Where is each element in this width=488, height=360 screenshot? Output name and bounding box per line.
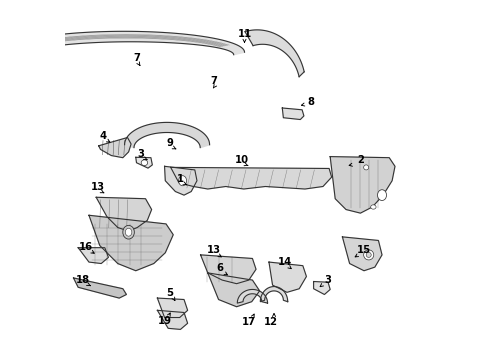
- Ellipse shape: [141, 160, 147, 166]
- Polygon shape: [157, 298, 187, 318]
- Text: 7: 7: [133, 53, 140, 63]
- Text: 16: 16: [79, 242, 93, 252]
- Text: 3: 3: [137, 149, 144, 159]
- Text: 19: 19: [157, 316, 171, 326]
- Polygon shape: [342, 237, 381, 271]
- Ellipse shape: [178, 176, 186, 186]
- Polygon shape: [89, 215, 173, 271]
- Text: 13: 13: [206, 245, 221, 255]
- Text: 13: 13: [90, 182, 104, 192]
- Text: 17: 17: [242, 317, 255, 327]
- Text: 5: 5: [166, 288, 173, 298]
- Text: 3: 3: [324, 275, 331, 285]
- Text: 1: 1: [177, 174, 183, 184]
- Ellipse shape: [370, 205, 375, 209]
- Text: 9: 9: [166, 138, 173, 148]
- Polygon shape: [73, 278, 126, 298]
- Polygon shape: [244, 30, 304, 77]
- Text: 12: 12: [263, 317, 277, 327]
- Text: 11: 11: [237, 29, 251, 39]
- Polygon shape: [96, 197, 151, 231]
- Polygon shape: [99, 138, 131, 158]
- Text: 7: 7: [210, 76, 217, 86]
- Text: 4: 4: [100, 131, 107, 141]
- Ellipse shape: [125, 228, 132, 236]
- Ellipse shape: [122, 225, 134, 239]
- Polygon shape: [237, 289, 267, 303]
- Polygon shape: [268, 262, 306, 292]
- Polygon shape: [157, 310, 187, 329]
- Polygon shape: [136, 157, 152, 168]
- Text: 10: 10: [234, 155, 248, 165]
- Polygon shape: [313, 282, 329, 294]
- Ellipse shape: [377, 190, 386, 201]
- Text: 8: 8: [307, 96, 314, 107]
- Polygon shape: [170, 167, 331, 189]
- Polygon shape: [329, 157, 394, 213]
- Polygon shape: [200, 255, 256, 284]
- Polygon shape: [164, 166, 197, 195]
- Text: 14: 14: [277, 257, 291, 267]
- Text: 2: 2: [356, 155, 363, 165]
- Text: 6: 6: [216, 263, 223, 273]
- Polygon shape: [78, 248, 108, 264]
- Text: 15: 15: [356, 245, 370, 255]
- Polygon shape: [260, 287, 287, 302]
- Polygon shape: [207, 273, 259, 307]
- Polygon shape: [3, 31, 244, 55]
- Polygon shape: [282, 108, 303, 120]
- Text: 18: 18: [76, 275, 90, 285]
- Polygon shape: [124, 122, 209, 148]
- Ellipse shape: [363, 250, 373, 260]
- Ellipse shape: [363, 165, 368, 170]
- Ellipse shape: [366, 252, 370, 257]
